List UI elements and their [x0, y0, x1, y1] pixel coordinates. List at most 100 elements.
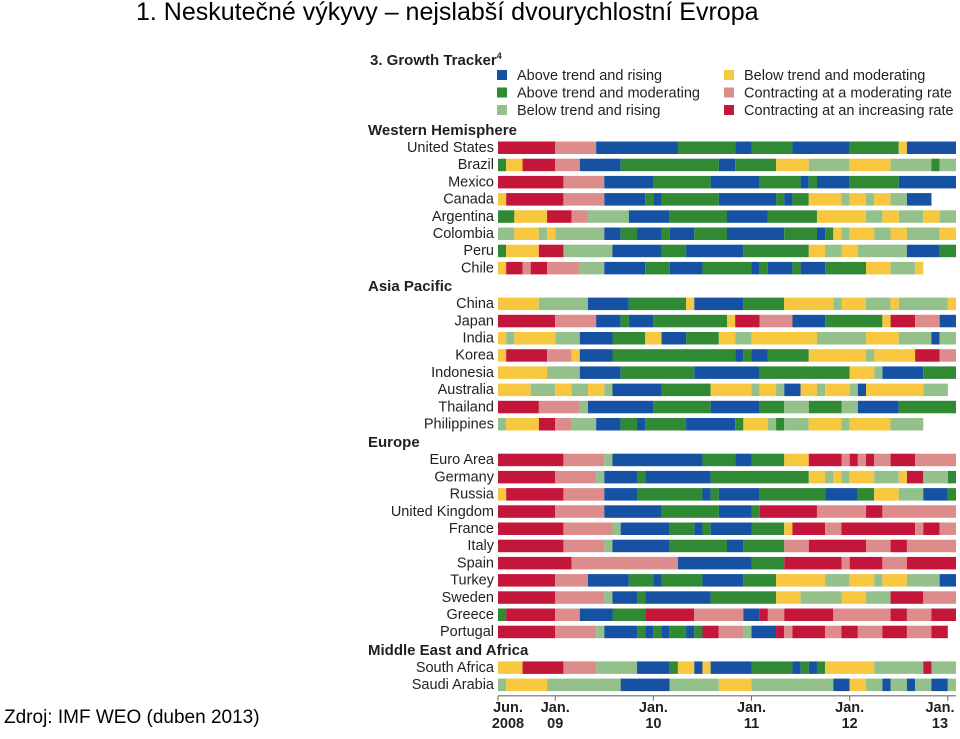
cell-germany-52 — [923, 470, 948, 484]
cell-euro-area-46 — [874, 453, 891, 467]
cell-colombia-43 — [849, 227, 875, 240]
cell-portugal-31 — [751, 625, 777, 639]
cell-colombia-54 — [939, 227, 956, 240]
cell-brazil-27 — [718, 158, 736, 172]
cell-france-8 — [563, 522, 613, 535]
cell-turkey-20 — [661, 574, 703, 587]
row-portugal: Portugal — [440, 624, 948, 640]
country-label-argentina: Argentina — [432, 209, 495, 225]
cell-united-kingdom-20 — [661, 505, 719, 518]
country-label-thailand: Thailand — [438, 399, 494, 415]
cell-argentina-2 — [514, 210, 548, 223]
cell-euro-area-38 — [808, 453, 842, 467]
cell-turkey-47 — [882, 574, 907, 587]
cell-portugal-20 — [661, 625, 670, 639]
cell-chile-31 — [751, 261, 760, 275]
cell-russia-55 — [947, 488, 956, 501]
country-label-china: China — [456, 296, 495, 312]
cell-china-30 — [743, 297, 785, 311]
cell-euro-area-42 — [841, 453, 850, 467]
cell-colombia-50 — [906, 227, 940, 240]
cell-france-0 — [498, 522, 564, 535]
cell-argentina-9 — [571, 210, 588, 223]
cell-philippines-30 — [743, 418, 768, 431]
cell-japan-40 — [825, 314, 883, 328]
country-label-south-africa: South Africa — [416, 660, 495, 676]
row-south-africa: South Africa — [416, 660, 956, 676]
cell-south-africa-38 — [808, 661, 817, 674]
cell-chile-3 — [522, 261, 531, 275]
cell-portugal-13 — [604, 625, 638, 639]
cell-korea-1 — [506, 349, 548, 362]
cell-euro-area-43 — [849, 453, 858, 467]
cell-indonesia-6 — [547, 366, 580, 379]
cell-australia-52 — [923, 383, 948, 397]
cell-portugal-44 — [857, 625, 883, 639]
cell-india-45 — [866, 332, 899, 345]
cell-france-42 — [841, 522, 916, 535]
country-label-portugal: Portugal — [440, 624, 494, 640]
cell-turkey-30 — [743, 574, 777, 587]
cell-russia-8 — [563, 488, 605, 501]
chart-title-footnote: 4 — [497, 51, 502, 61]
cell-philippines-9 — [571, 418, 597, 431]
row-india: India — [463, 331, 956, 347]
cell-peru-50 — [906, 244, 940, 258]
cell-chile-1 — [506, 261, 523, 275]
cell-euro-area-48 — [890, 453, 916, 467]
cell-greece-35 — [784, 608, 834, 621]
cell-india-53 — [931, 332, 940, 345]
cell-australia-45 — [866, 383, 924, 397]
cell-mexico-38 — [808, 175, 817, 189]
cell-philippines-48 — [890, 418, 924, 431]
cell-canada-34 — [776, 193, 785, 206]
cell-sweden-45 — [866, 591, 891, 604]
row-spain: Spain — [457, 555, 956, 571]
cell-spain-35 — [784, 556, 842, 570]
cell-canada-8 — [563, 193, 605, 206]
cell-russia-17 — [637, 488, 703, 501]
country-label-india: India — [463, 331, 495, 347]
cell-mexico-8 — [563, 175, 605, 189]
cell-sweden-37 — [800, 591, 842, 604]
legend-swatch-below-trend-and-rising — [497, 105, 507, 115]
group-label-middle-east-and-africa: Middle East and Africa — [368, 642, 529, 659]
cell-thailand-38 — [808, 400, 842, 414]
cell-china-5 — [538, 297, 588, 311]
cell-thailand-19 — [653, 400, 711, 414]
cell-philippines-38 — [808, 418, 842, 431]
cell-italy-8 — [563, 539, 605, 553]
cell-saudi-arabia-6 — [547, 678, 621, 692]
cell-france-14 — [612, 522, 621, 535]
cell-brazil-10 — [579, 158, 621, 172]
cell-turkey-19 — [653, 574, 662, 587]
cell-united-kingdom-47 — [882, 505, 956, 518]
cell-china-24 — [694, 297, 744, 311]
cell-united-states-22 — [677, 141, 736, 154]
legend-swatch-above-trend-and-moderating — [497, 87, 507, 98]
cell-south-africa-37 — [800, 661, 809, 674]
cell-russia-0 — [498, 488, 507, 501]
cell-japan-28 — [727, 314, 736, 328]
cell-germany-49 — [898, 470, 907, 484]
cell-chile-33 — [767, 261, 793, 275]
cell-japan-15 — [620, 314, 629, 328]
cell-japan-16 — [628, 314, 654, 328]
cell-euro-area-8 — [563, 453, 605, 467]
cell-mexico-37 — [800, 175, 809, 189]
cell-canada-27 — [718, 193, 777, 206]
cell-mexico-49 — [898, 175, 956, 189]
cell-korea-51 — [915, 349, 940, 362]
cell-colombia-0 — [498, 227, 515, 240]
cell-portugal-19 — [653, 625, 662, 639]
country-label-mexico: Mexico — [448, 174, 494, 190]
country-label-germany: Germany — [434, 469, 494, 485]
cell-greece-50 — [906, 608, 932, 621]
cell-turkey-0 — [498, 574, 556, 587]
cell-turkey-43 — [849, 574, 875, 587]
cell-sweden-34 — [776, 591, 801, 604]
cell-turkey-54 — [939, 574, 956, 587]
country-label-greece: Greece — [446, 607, 494, 623]
cell-united-kingdom-13 — [604, 505, 662, 518]
cell-colombia-5 — [538, 227, 548, 240]
